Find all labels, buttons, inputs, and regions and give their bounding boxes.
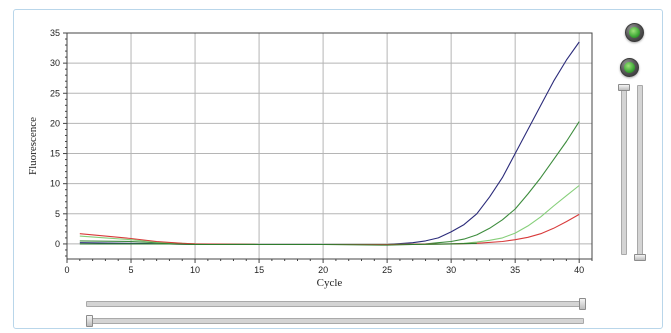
x-tick-label: 35 xyxy=(510,265,520,275)
x-tick-label: 20 xyxy=(318,265,328,275)
x-tick-label: 40 xyxy=(574,265,584,275)
y-tick-label: 25 xyxy=(50,88,60,98)
grid xyxy=(67,32,592,259)
x-axis-label: Cycle xyxy=(317,277,343,289)
y-axis-label: Fluorescence xyxy=(27,117,39,175)
y-tick-label: 35 xyxy=(50,28,60,38)
x-scroll-track-top[interactable] xyxy=(86,298,586,310)
series-layer xyxy=(79,41,580,246)
zoom-button[interactable] xyxy=(620,58,639,77)
plot-frame xyxy=(66,32,593,260)
x-tick-label: 5 xyxy=(129,265,134,275)
series-line-3 xyxy=(79,185,580,246)
y-tick-label: 15 xyxy=(50,149,60,159)
y-scroll-handle-right[interactable] xyxy=(634,254,646,261)
reset-zoom-button[interactable] xyxy=(625,23,644,42)
reset-zoom-icon xyxy=(629,27,640,38)
y-tick-label: 20 xyxy=(50,118,60,128)
y-scroll-track-left[interactable] xyxy=(618,84,630,255)
x-scroll-track-bottom[interactable] xyxy=(86,315,584,327)
x-tick-label: 10 xyxy=(190,265,200,275)
y-tick-label: 5 xyxy=(55,209,60,219)
y-tick-label: 30 xyxy=(50,58,60,68)
y-tick-label: 10 xyxy=(50,179,60,189)
x-tick-label: 30 xyxy=(446,265,456,275)
x-scroll-handle-bottom[interactable] xyxy=(86,315,93,327)
x-tick-label: 0 xyxy=(64,265,69,275)
x-tick-label: 25 xyxy=(382,265,392,275)
y-scroll-handle-left[interactable] xyxy=(618,84,630,91)
x-scroll-handle-top[interactable] xyxy=(579,298,586,310)
series-line-5 xyxy=(79,242,477,246)
chart-svg: 0 5 10 15 20 25 30 35 40 0 5 10 15 20 25 30 35 Cycle Flu… xyxy=(27,28,593,289)
y-tick-label: 0 xyxy=(55,239,60,249)
ticks: 0 5 10 15 20 25 30 35 40 0 5 10 15 20 25 30 35 xyxy=(50,28,593,275)
zoom-icon xyxy=(624,62,635,73)
x-tick-label: 15 xyxy=(254,265,264,275)
chart-panel: 0 5 10 15 20 25 30 35 40 0 5 10 15 20 25 30 35 Cycle Flu… xyxy=(13,9,663,329)
series-line-2 xyxy=(79,121,580,246)
y-scroll-track-right[interactable] xyxy=(634,85,646,261)
